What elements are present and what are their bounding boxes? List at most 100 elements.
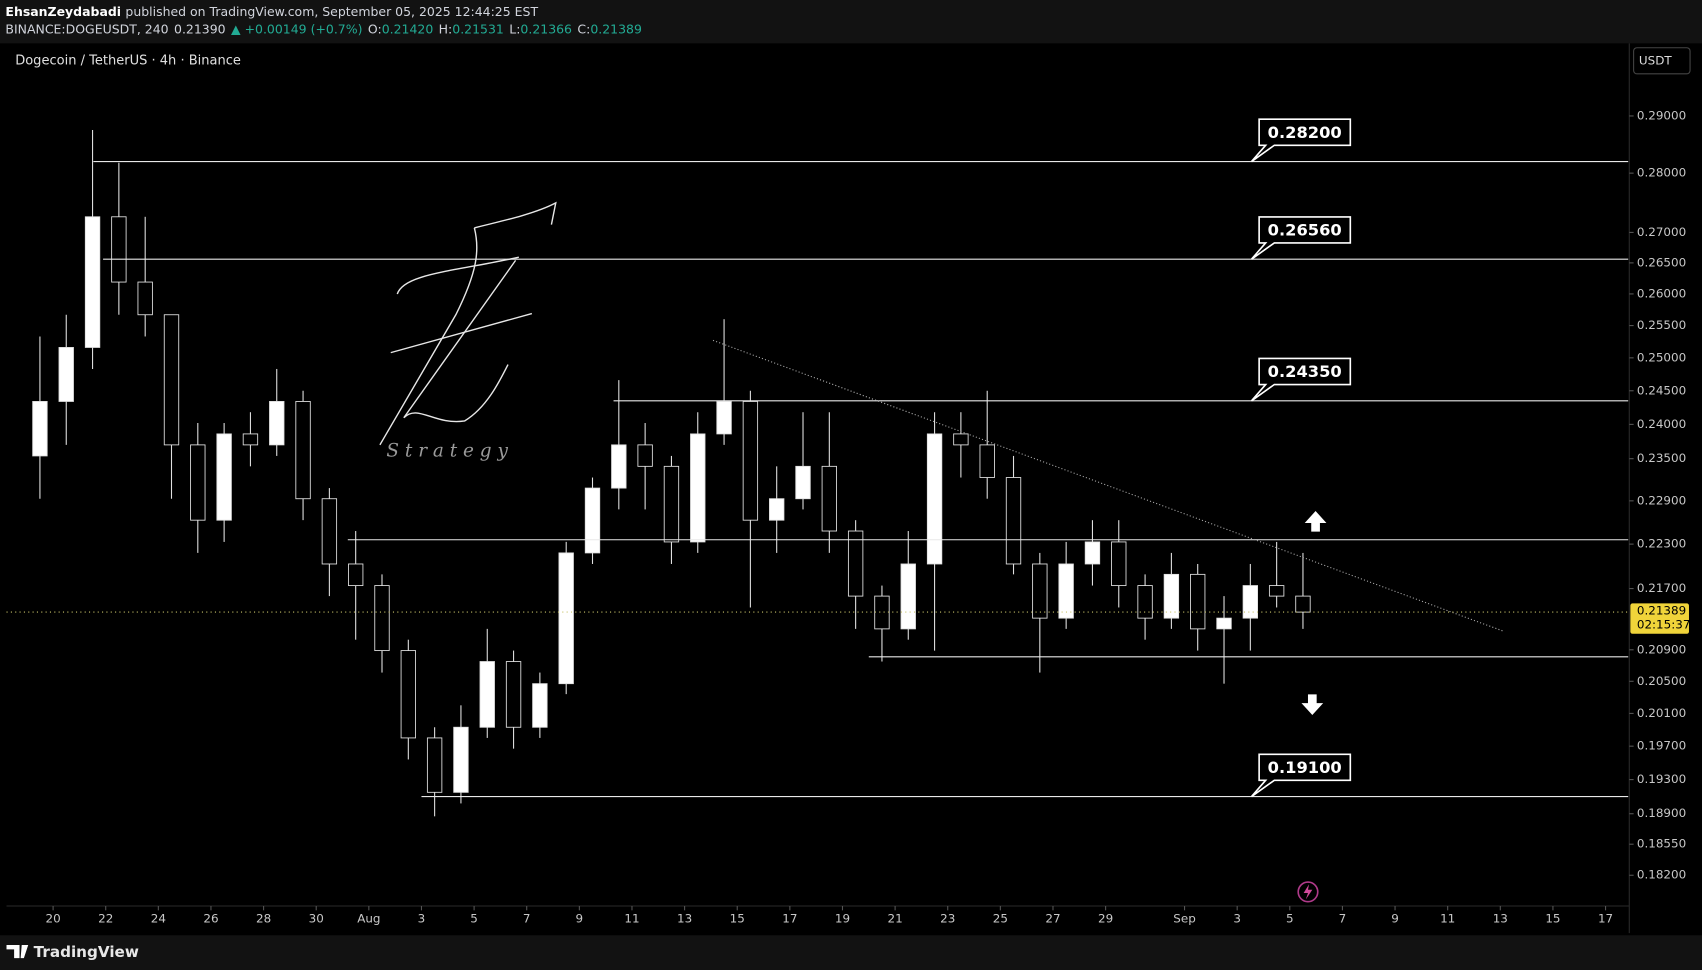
price: 0.21390 [174,21,226,36]
candle-body [1111,541,1127,587]
candle-body [1005,477,1022,565]
x-tick-label: 3 [1233,912,1241,926]
event-icon[interactable] [1297,881,1319,903]
brand-name: TradingView [34,943,139,961]
ohlc-key: L: [509,21,520,36]
candle-body [742,401,759,521]
header-bar [0,0,1702,44]
x-tick-label: 21 [888,912,903,926]
y-tick-label: 0.20500 [1637,674,1686,688]
x-tick-label: 17 [782,912,797,926]
x-tick-label: Sep [1173,912,1195,926]
x-tick-label: 9 [576,912,584,926]
y-tick-label: 0.18550 [1637,837,1686,851]
x-tick-label: 7 [1339,912,1347,926]
candle-body [690,433,706,543]
candle-body [453,726,469,793]
candle-body [1216,617,1232,630]
level-callout [1250,357,1352,402]
candle-body [1137,585,1153,619]
candle-body [847,530,864,597]
countdown: 02:15:37 [1637,618,1691,632]
candle-body [426,737,443,793]
candle-body [558,552,574,685]
y-tick-label: 0.19300 [1637,772,1686,786]
candle-body [505,661,522,728]
x-tick-label: 30 [309,912,324,926]
ohlc-key: H: [439,21,453,36]
y-tick-label: 0.29000 [1637,108,1686,122]
signature-stroke [403,259,517,423]
chart-title: Dogecoin / TetherUS · 4h · Binance [15,53,241,68]
candle-body [926,433,943,565]
y-tick-label: 0.20900 [1637,642,1686,656]
level-callout [1250,753,1352,798]
y-tick-label: 0.24500 [1637,383,1686,397]
level-label: 0.28200 [1268,123,1342,142]
currency-label[interactable]: USDT [1639,53,1672,67]
candle-body [795,465,811,500]
x-tick-label: Aug [357,912,380,926]
candle-body [1163,573,1180,619]
arrow-up [1304,511,1327,532]
candle-body [374,585,390,652]
x-tick-label: 29 [1098,912,1113,926]
y-tick-label: 0.26500 [1637,255,1686,269]
chart-background [0,43,1702,936]
ohlc-value: 0.21389 [590,21,642,36]
ohlc-value: 0.21366 [520,21,572,36]
candle-body [58,347,74,402]
level-label: 0.19100 [1268,758,1342,777]
x-tick-label: 25 [993,912,1008,926]
candle-body [663,465,680,543]
candle-body [1268,585,1285,597]
candle-body [1190,573,1206,630]
y-tick-label: 0.18900 [1637,806,1686,820]
candle-body [1242,585,1259,619]
candle-body [637,444,653,467]
author: EhsanZeydabadi [5,3,121,18]
published: published on TradingView.com, September … [125,3,538,18]
header-line-2: BINANCE:DOGEUSDT, 240 0.21390 ▲ +0.00149 (… [5,21,642,36]
x-tick-label: 17 [1598,912,1613,926]
symbol: BINANCE:DOGEUSDT, 240 [5,21,168,36]
candle-body [348,563,364,587]
candle-body [137,281,153,316]
y-tick-label: 0.22900 [1637,493,1686,507]
signature-logo [379,201,557,446]
footer-bar [0,935,1702,970]
x-tick-label: 5 [470,912,478,926]
y-tick-label: 0.23500 [1637,451,1686,465]
candle-body [216,433,232,521]
signature-stroke [474,201,557,229]
y-tick-label: 0.25000 [1637,350,1686,364]
x-tick-label: 22 [98,912,113,926]
candle-body [584,487,601,554]
candle-body [321,498,338,565]
x-tick-label: 19 [835,912,850,926]
x-tick-label: 9 [1391,912,1399,926]
last-price-label: 0.21389 [1637,604,1686,618]
brand-logo [6,945,29,959]
candle-body [611,444,627,489]
candle-body [900,563,916,630]
header-line-1: EhsanZeydabadi published on TradingView.c… [5,3,538,18]
candle-body [163,314,180,446]
y-tick-label: 0.24000 [1637,417,1686,431]
x-tick-label: 28 [256,912,271,926]
candle-body [111,216,127,283]
watermark: S t r a t e g y [386,440,508,461]
candle-body [269,401,285,446]
trendline [712,339,1504,632]
y-tick-label: 0.25500 [1637,318,1686,332]
candle-body [953,433,969,446]
x-tick-label: 27 [1045,912,1060,926]
x-tick-label: 26 [203,912,218,926]
candle-body [1032,563,1048,619]
currency-button[interactable] [1633,47,1691,75]
candle-body [716,401,732,435]
signature-stroke [379,227,478,446]
signature-stroke [396,256,520,295]
ohlc-key: C: [577,21,590,36]
